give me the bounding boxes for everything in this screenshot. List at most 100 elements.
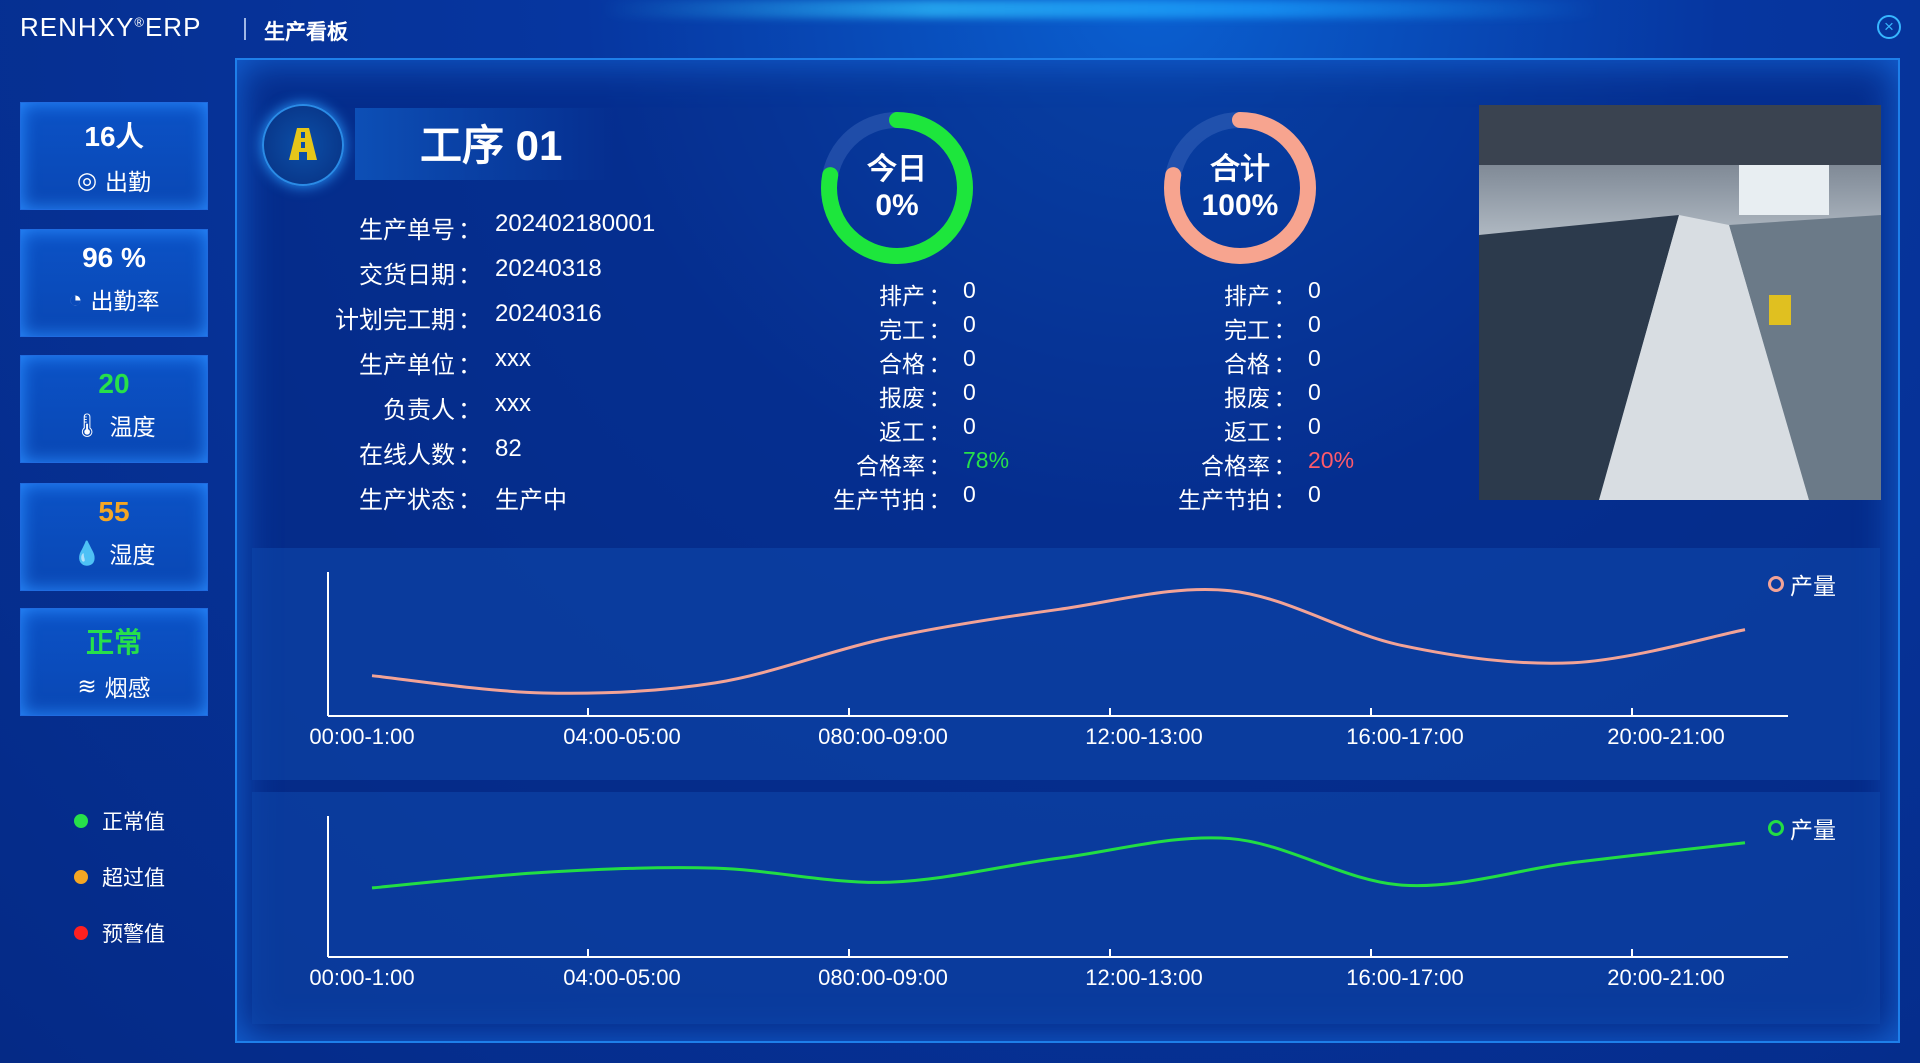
factory-image: [1479, 105, 1881, 500]
total-stat-row: 合格： 0: [1130, 345, 1321, 379]
info-row: 生产单位： xxx: [255, 345, 531, 380]
close-icon[interactable]: ×: [1877, 15, 1901, 39]
info-value: 82: [495, 435, 522, 462]
info-label: 交货日期: [359, 262, 455, 289]
info-label: 计划完工期: [335, 307, 455, 334]
colon: ：: [458, 262, 482, 289]
info-row: 计划完工期： 20240316: [255, 300, 602, 335]
colon: ：: [928, 419, 952, 445]
info-value: 202402180001: [495, 210, 656, 237]
colon: ：: [928, 283, 952, 309]
stat-value: 0: [963, 413, 976, 439]
legend-label: 产量: [1790, 573, 1836, 599]
sidebar-card[interactable]: 16人 ◎ 出勤: [20, 102, 208, 210]
sidebar-card[interactable]: 96 % ◔ 出勤率: [20, 229, 208, 337]
total-ring-label: 合计 100%: [1201, 153, 1279, 222]
card-value: 正常: [85, 627, 142, 658]
card-value: 20: [98, 368, 130, 399]
series-line: [371, 836, 1746, 890]
colon: ：: [458, 487, 482, 514]
process-header: [355, 108, 615, 180]
colon: ：: [458, 397, 482, 424]
stat-label: 合格率: [1201, 453, 1270, 479]
x-tick-label: 00:00-1:00: [309, 724, 415, 749]
card-value: 55: [98, 496, 130, 527]
legend-label: 超过值: [102, 867, 165, 890]
stat-label: 返工: [1224, 419, 1270, 445]
colon: ：: [928, 487, 952, 513]
info-value: 生产中: [495, 487, 567, 514]
status-legend-item: 预警值: [74, 918, 165, 948]
info-label: 生产状态: [359, 487, 455, 514]
status-dot-icon: [74, 870, 88, 884]
x-tick-label: 12:00-13:00: [1085, 965, 1203, 990]
colon: ：: [928, 453, 952, 479]
page-title: 生产看板: [264, 21, 348, 44]
stat-label: 生产节拍: [833, 487, 925, 513]
sidebar-card[interactable]: 正常 ≋ 烟感: [20, 608, 208, 716]
chart-legend[interactable]: 产量: [1768, 811, 1836, 845]
x-tick-label: 20:00-21:00: [1607, 965, 1725, 990]
info-row: 生产单号： 202402180001: [255, 210, 655, 245]
chart-panel-2: [252, 792, 1880, 1024]
x-tick-label: 16:00-17:00: [1346, 965, 1464, 990]
status-legend-item: 正常值: [74, 806, 165, 836]
today-stat-row: 合格： 0: [785, 345, 976, 379]
today-stat-row: 生产节拍： 0: [785, 481, 976, 515]
stat-value: 0: [963, 345, 976, 371]
stat-label: 报废: [879, 385, 925, 411]
today-ring-label: 今日 0%: [867, 153, 927, 222]
card-label: 温度: [109, 414, 156, 440]
road-icon: [289, 128, 317, 160]
info-row: 在线人数： 82: [255, 435, 522, 470]
total-stat-row: 生产节拍： 0: [1130, 481, 1321, 515]
x-tick-label: 04:00-05:00: [563, 724, 681, 749]
legend-label: 正常值: [102, 811, 165, 834]
stat-value: 0: [1308, 311, 1321, 337]
stat-label: 排产: [879, 283, 925, 309]
info-value: xxx: [495, 345, 531, 372]
today-stat-row: 返工： 0: [785, 413, 976, 447]
status-legend-item: 超过值: [74, 862, 165, 892]
legend-circle-icon: [1768, 576, 1784, 592]
stat-value: 0: [963, 379, 976, 405]
card-label: 湿度: [109, 542, 156, 568]
factory-photo: [1479, 105, 1881, 500]
info-value: 20240318: [495, 255, 602, 282]
x-tick-label: 00:00-1:00: [309, 965, 415, 990]
sidebar-card[interactable]: 20 🌡 温度: [20, 355, 208, 463]
card-value: 96 %: [82, 242, 146, 273]
logo: RENHXY®ERP: [20, 12, 202, 42]
colon: ：: [1273, 351, 1297, 377]
colon: ：: [928, 351, 952, 377]
stat-label: 生产节拍: [1178, 487, 1270, 513]
stat-label: 合格率: [856, 453, 925, 479]
info-row: 生产状态： 生产中: [255, 480, 567, 515]
thermometer-icon: 🌡: [72, 411, 102, 438]
card-label-row: ◎ 出勤: [21, 163, 207, 197]
today-stat-row: 报废： 0: [785, 379, 976, 413]
info-row: 交货日期： 20240318: [255, 255, 602, 290]
stat-label: 合格: [879, 351, 925, 377]
info-label: 生产单位: [359, 352, 455, 379]
info-label: 在线人数: [359, 442, 455, 469]
card-label-row: 🌡 温度: [21, 408, 207, 442]
colon: ：: [928, 385, 952, 411]
stat-label: 完工: [879, 317, 925, 343]
colon: ：: [928, 317, 952, 343]
process-badge: [262, 104, 344, 186]
colon: ：: [458, 217, 482, 244]
stat-label: 完工: [1224, 317, 1270, 343]
smoke-icon: ≋: [77, 672, 97, 699]
sidebar-card[interactable]: 55 💧 湿度: [20, 483, 208, 591]
chart-panel-1: [252, 548, 1880, 780]
total-ring-progress: [1164, 112, 1316, 264]
info-value: xxx: [495, 390, 531, 417]
stat-label: 排产: [1224, 283, 1270, 309]
x-tick-label: 12:00-13:00: [1085, 724, 1203, 749]
today-stat-row: 完工： 0: [785, 311, 976, 345]
top-glow: [600, 0, 1600, 18]
colon: ：: [1273, 453, 1297, 479]
chart-legend[interactable]: 产量: [1768, 567, 1836, 601]
